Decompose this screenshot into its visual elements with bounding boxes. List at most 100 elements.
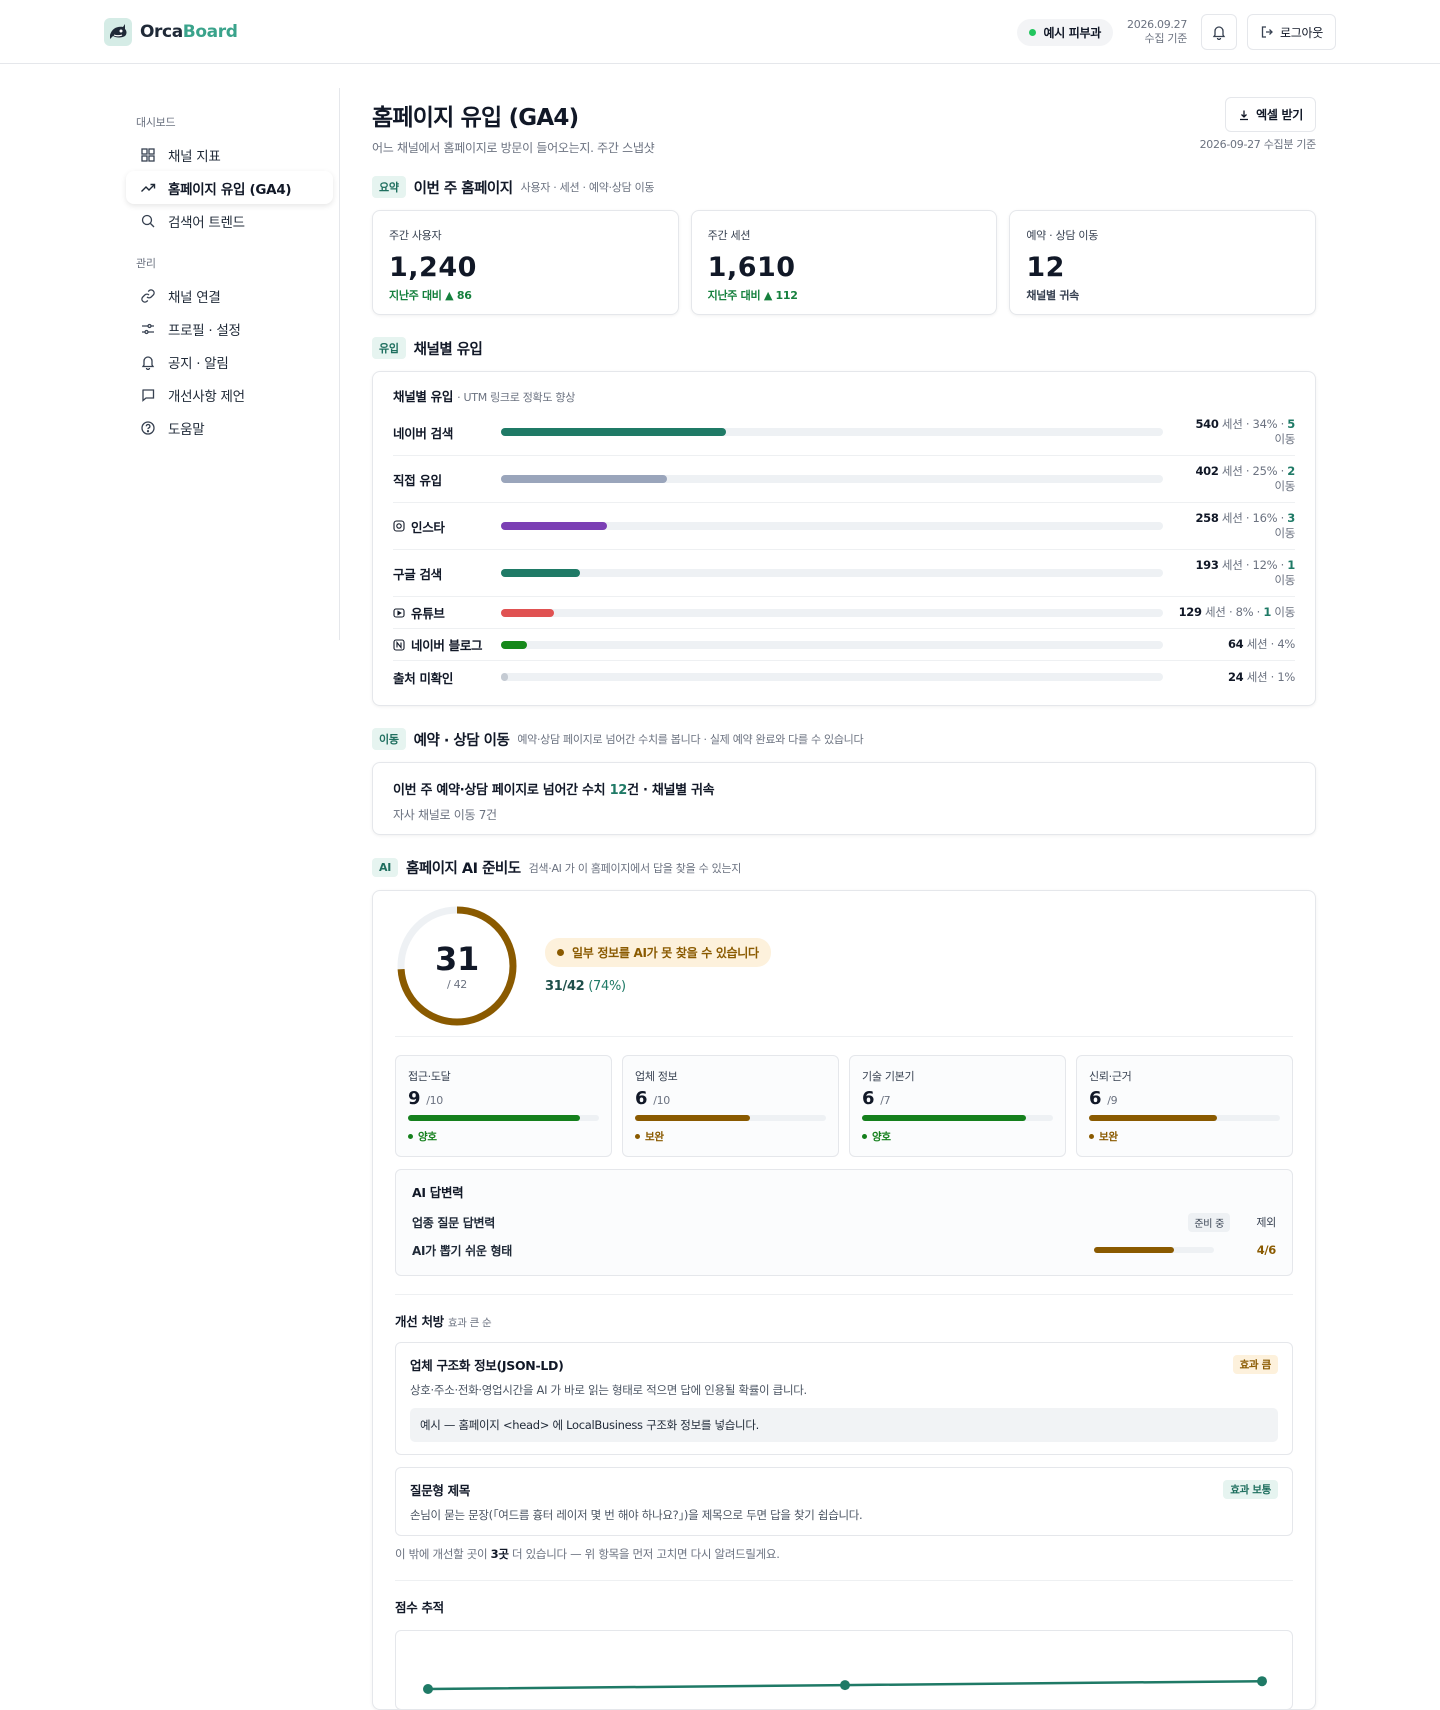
channel-row: 인스타 258 세션 · 16% · 3 이동 — [393, 503, 1295, 550]
rx-more-a: 이 밖에 개선할 곳이 — [395, 1547, 491, 1561]
status-dot — [1089, 1134, 1094, 1139]
kpi-delta: 채널별 귀속 — [1026, 289, 1079, 302]
channel-name-text: 출처 미확인 — [393, 670, 454, 686]
category-max: /9 — [1107, 1094, 1118, 1107]
effect-badge: 효과 큼 — [1232, 1355, 1278, 1374]
sidebar-item-label: 채널 지표 — [168, 148, 221, 165]
excel-download-button[interactable]: 엑셀 받기 — [1225, 97, 1316, 132]
category-bar-track — [1089, 1115, 1280, 1121]
clinic-selector[interactable]: 예시 피부과 — [1017, 18, 1114, 46]
kpi-value: 1,240 — [389, 252, 477, 283]
gauge-arc — [397, 906, 517, 1025]
trend-point[interactable] — [840, 1680, 850, 1691]
channel-bar-fill — [501, 569, 581, 577]
sidebar-item-channel-connect[interactable]: 채널 연결 — [126, 279, 333, 312]
section-tag: 요약 — [372, 176, 406, 198]
kpi-weekly-sessions: 주간 세션 1,610 지난주 대비 ▲ 112 — [690, 210, 998, 315]
channel-sessions: 64 — [1227, 637, 1244, 651]
status-dot — [635, 1134, 640, 1139]
channel-bar-track — [501, 673, 1163, 681]
sidebar-item-search-trends[interactable]: 검색어 트렌드 — [126, 204, 333, 237]
category-bar-track — [408, 1115, 599, 1121]
channel-bar-fill — [501, 428, 727, 436]
trend-icon — [141, 183, 156, 192]
moves-text-a: 이번 주 예약·상담 페이지로 넘어간 수치 — [393, 783, 610, 798]
channel-card-note: · UTM 링크로 정확도 향상 — [457, 391, 576, 404]
channel-name: 출처 미확인 — [393, 668, 501, 687]
kpi-booking-moves: 예약 · 상담 이동 12 채널별 귀속 — [1009, 210, 1317, 315]
channel-bar-fill — [501, 608, 554, 617]
sidebar-item-channel-metrics[interactable]: 채널 지표 — [126, 138, 333, 171]
summary-section-head: 요약 이번 주 홈페이지 사용자 · 세션 · 예약·상담 이동 — [372, 176, 1316, 198]
channel-stat: 540 세션 · 34% · 5 이동 — [1195, 417, 1295, 446]
channel-bar-fill — [501, 522, 607, 530]
sidebar-item-suggestions[interactable]: 개선사항 제언 — [126, 378, 333, 411]
channel-name: 구글 검색 — [393, 564, 501, 583]
ai-answer-row-label: AI가 뽑기 쉬운 형태 — [412, 1243, 512, 1258]
kpi-value: 12 — [1026, 252, 1065, 283]
channel-name-text: 유튜브 — [411, 606, 445, 621]
sidebar-item-help[interactable]: 도움말 — [126, 411, 333, 444]
category-name: 기술 기본기 — [862, 1070, 915, 1083]
ai-score-value: 31 — [435, 939, 479, 978]
channel-bar-track — [501, 608, 1163, 617]
rx-title: 개선 처방 — [395, 1314, 444, 1329]
trend-point[interactable] — [423, 1684, 433, 1694]
category-score: 9 /10 — [408, 1088, 444, 1109]
notifications-button[interactable] — [1201, 14, 1238, 50]
moves-summary: 이번 주 예약·상담 페이지로 넘어간 수치 12건 · 채널별 귀속 — [393, 779, 1295, 798]
section-title: 예약 · 상담 이동 — [413, 732, 510, 749]
excluded-label: 제외 — [1256, 1216, 1276, 1229]
rx-sort-label: 효과 큰 순 — [447, 1317, 492, 1329]
channel-row: 직접 유입 402 세션 · 25% · 2 이동 — [393, 456, 1295, 503]
sidebar-item-profile-settings[interactable]: 프로필 · 설정 — [126, 312, 333, 345]
page-subtitle: 어느 채널에서 홈페이지로 방문이 들어오는지. 주간 스냅샷 — [372, 141, 655, 155]
divider — [395, 1580, 1293, 1581]
progress-fill — [1094, 1247, 1175, 1253]
channel-sessions: 129 — [1178, 605, 1202, 619]
brand-name-b: Board — [182, 22, 238, 42]
rx-item-example: 예시 — 홈페이지 <head> 에 LocalBusiness 구조화 정보를… — [410, 1408, 1278, 1442]
category-status: 보완 — [1089, 1129, 1280, 1144]
category-max: /7 — [880, 1094, 891, 1107]
ai-answer-box: AI 답변력 업종 질문 답변력 준비 중 제외 AI가 뽑기 쉬운 형태 4/… — [395, 1169, 1293, 1276]
ai-section-head: AI 홈페이지 AI 준비도 검색·AI 가 이 홈페이지에서 답을 찾을 수 … — [372, 857, 1316, 878]
excel-download-label: 엑셀 받기 — [1256, 108, 1303, 122]
score-trend-chart — [395, 1630, 1293, 1709]
category-bar-fill — [862, 1115, 1027, 1121]
moves-section-head: 이동 예약 · 상담 이동 예약·상담 페이지로 넘어간 수치를 봅니다 · 실… — [372, 728, 1316, 750]
sidebar-item-label: 홈페이지 유입 (GA4) — [168, 181, 292, 198]
channel-bar-fill — [501, 475, 667, 483]
sidebar-item-notices[interactable]: 공지 · 알림 — [126, 345, 333, 378]
channel-bar-track — [501, 475, 1163, 483]
channel-stat: 258 세션 · 16% · 3 이동 — [1195, 511, 1295, 540]
channel-moves: 1 — [1263, 605, 1272, 619]
sidebar-item-label: 공지 · 알림 — [168, 355, 229, 372]
sidebar-item-label: 검색어 트렌드 — [168, 214, 245, 231]
main-content: 홈페이지 유입 (GA4) 어느 채널에서 홈페이지로 방문이 들어오는지. 주… — [372, 88, 1316, 1710]
ai-answer-row: 업종 질문 답변력 준비 중 제외 — [412, 1212, 1276, 1232]
category-bar-fill — [635, 1115, 750, 1121]
page-header: 홈페이지 유입 (GA4) 어느 채널에서 홈페이지로 방문이 들어오는지. 주… — [372, 88, 1316, 158]
sidebar-item-label: 도움말 — [168, 421, 205, 438]
logout-button[interactable]: 로그아웃 — [1247, 14, 1336, 50]
channel-name: 네이버 검색 — [393, 423, 501, 442]
naver-blog-icon — [393, 638, 405, 651]
sidebar-item-homepage-inflow[interactable]: 홈페이지 유입 (GA4) — [126, 171, 333, 204]
sidebar: 대시보드 채널 지표 홈페이지 유입 (GA4) 검색어 트렌드 관리 채널 연… — [126, 88, 340, 640]
rx-item[interactable]: 업체 구조화 정보(JSON-LD) 효과 큼 상호·주소·전화·영업시간을 A… — [395, 1342, 1293, 1455]
trend-point[interactable] — [1257, 1676, 1267, 1687]
channel-name-text: 구글 검색 — [393, 566, 442, 582]
collection-date: 2026.09.27 수집 기준 — [1127, 18, 1187, 46]
rx-item[interactable]: 질문형 제목 효과 보통 손님이 묻는 문장(「여드름 흉터 레이저 몇 번 해… — [395, 1467, 1293, 1536]
rx-more-count: 3곳 — [490, 1547, 509, 1561]
category-max: /10 — [653, 1094, 671, 1107]
channel-stat: 402 세션 · 25% · 2 이동 — [1195, 464, 1295, 493]
channel-name-text: 네이버 검색 — [393, 425, 454, 441]
top-bar: OrcaBoard 예시 피부과 2026.09.27 수집 기준 로그아웃 — [0, 0, 1440, 64]
brand-logo[interactable]: OrcaBoard — [104, 18, 238, 46]
rx-more-b: 더 있습니다 — 위 항목을 먼저 고치면 다시 알려드릴게요. — [508, 1547, 780, 1561]
section-tag: AI — [372, 858, 399, 877]
section-desc: 예약·상담 페이지로 넘어간 수치를 봅니다 · 실제 예약 완료와 다를 수 … — [517, 733, 864, 746]
channel-sessions: 24 — [1227, 669, 1244, 684]
